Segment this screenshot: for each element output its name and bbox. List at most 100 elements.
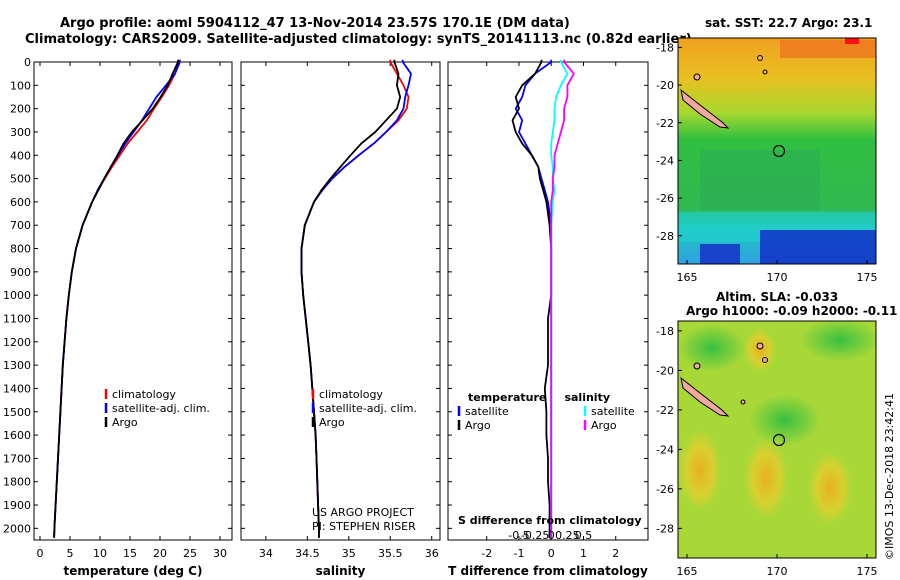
- sla-high-eddy: [808, 452, 852, 524]
- credit-project: US ARGO PROJECT: [312, 506, 414, 519]
- x-tick-label: 36: [425, 547, 439, 560]
- y-tick-label: 300: [10, 126, 31, 139]
- y-tick-label: 600: [10, 196, 31, 209]
- x-tick-label: 20: [153, 547, 167, 560]
- map-y-tick-label: -18: [656, 41, 674, 54]
- map-y-tick-label: -24: [656, 154, 674, 167]
- x-tick-label: 5: [67, 547, 74, 560]
- y-tick-label: 1800: [3, 476, 31, 489]
- y-tick-label: 1200: [3, 336, 31, 349]
- x-tick-label: 34: [259, 547, 273, 560]
- island: [693, 362, 701, 370]
- y-tick-label: 1300: [3, 359, 31, 372]
- legend-label: climatology: [319, 388, 383, 401]
- sla-low-eddy: [800, 321, 876, 362]
- s-tick-label: 0.25: [555, 529, 580, 542]
- map-y-tick-label: -22: [656, 117, 674, 130]
- x-tick-label: -2: [481, 547, 492, 560]
- sst-map-title: sat. SST: 22.7 Argo: 23.1: [705, 16, 872, 30]
- x-axis-label: T difference from climatology: [448, 564, 648, 578]
- map-y-tick-label: -28: [656, 522, 674, 535]
- sla-map-title: Altim. SLA: -0.033: [716, 290, 838, 304]
- map-y-tick-label: -26: [656, 192, 674, 205]
- map-y-tick-label: -28: [656, 230, 674, 243]
- x-tick-label: 30: [213, 547, 227, 560]
- series-argo: [53, 59, 179, 538]
- map-x-tick-label: 175: [857, 565, 878, 578]
- series-argo: [511, 59, 553, 538]
- map-x-tick-label: 170: [767, 271, 788, 284]
- sla-low-eddy: [749, 394, 821, 446]
- sst-map: sat. SST: 22.7 Argo: 23.1: [677, 16, 877, 265]
- series-argo: [550, 59, 575, 538]
- island: [762, 69, 768, 75]
- map-y-tick-label: -26: [656, 483, 674, 496]
- island: [740, 399, 746, 405]
- y-tick-label: 2000: [3, 522, 31, 535]
- legend-label: Argo: [465, 419, 491, 432]
- legend-title-salinity: salinity: [564, 391, 610, 404]
- y-tick-label: 500: [10, 173, 31, 186]
- x-tick-label: 10: [93, 547, 107, 560]
- sst-warm-patch: [780, 40, 876, 58]
- legend-label: satellite: [465, 405, 509, 418]
- y-tick-label: 1900: [3, 499, 31, 512]
- x-tick-label: 34.5: [295, 547, 320, 560]
- x-tick-label: 35: [342, 547, 356, 560]
- sst-hot-cell: [845, 38, 859, 44]
- sst-cool-tongue: [700, 150, 820, 210]
- legend-label: Argo: [112, 416, 138, 429]
- s-tick-label: 0: [548, 529, 555, 542]
- legend-label: satellite-adj. clim.: [319, 402, 417, 415]
- x-tick-label: 35.5: [378, 547, 403, 560]
- legend-label: satellite-adj. clim.: [112, 402, 210, 415]
- credit-pi: PI: STEPHEN RISER: [312, 520, 416, 533]
- map-x-tick-label: 165: [677, 271, 698, 284]
- series-argo: [300, 59, 402, 538]
- island: [756, 342, 764, 350]
- profile-charts: 0100200300400500600700800900100011001200…: [3, 56, 649, 578]
- sla-map-subtitle: Argo h1000: -0.09 h2000: -0.11: [686, 304, 897, 318]
- island: [757, 55, 763, 61]
- x-axis-label: salinity: [316, 564, 366, 578]
- x-tick-label: 1: [580, 547, 587, 560]
- y-tick-label: 0: [24, 56, 31, 69]
- map-y-tick-label: -20: [656, 364, 674, 377]
- new-caledonia-land: [680, 376, 730, 417]
- legend-label: Argo: [591, 419, 617, 432]
- map-y-tick-label: -20: [656, 79, 674, 92]
- x-tick-label: 0: [548, 547, 555, 560]
- profile-location-marker: [772, 144, 786, 158]
- y-tick-label: 1600: [3, 429, 31, 442]
- sla-high-eddy: [744, 328, 776, 372]
- panel-difference: -2 -1 0 1 2 T difference from climatology temp…: [447, 59, 649, 578]
- sla-low-eddy: [678, 324, 746, 372]
- y-tick-label: 1700: [3, 452, 31, 465]
- y-tick-label: 1500: [3, 406, 31, 419]
- map-x-tick-label: 175: [857, 271, 878, 284]
- island: [762, 357, 768, 363]
- map-y-tick-label: -18: [656, 325, 674, 338]
- y-tick-label: 1400: [3, 382, 31, 395]
- sst-cold-south: [760, 230, 876, 264]
- x-tick-label: 15: [123, 547, 137, 560]
- x-tick-label: 2: [612, 547, 619, 560]
- sst-cold-sw: [700, 244, 740, 264]
- legend-label: satellite: [591, 405, 635, 418]
- plot-frame: [240, 61, 441, 541]
- y-tick-label: 1100: [3, 312, 31, 325]
- s-tick-label: -0.25: [521, 529, 549, 542]
- map-y-tick-label: -22: [656, 404, 674, 417]
- header-line-1: Argo profile: aoml 5904112_47 13-Nov-201…: [60, 16, 570, 31]
- new-caledonia-land: [680, 88, 730, 129]
- profile-location-marker: [772, 433, 786, 447]
- s-tick-label: 0.5: [575, 529, 593, 542]
- map-y-tick-label: -24: [656, 443, 674, 456]
- y-tick-label: 400: [10, 149, 31, 162]
- island: [693, 73, 701, 81]
- sla-map: Altim. SLA: -0.033 Argo h1000: -0.09 h20…: [677, 290, 897, 559]
- y-tick-label: 900: [10, 266, 31, 279]
- y-tick-label: 800: [10, 243, 31, 256]
- x-tick-label: 25: [183, 547, 197, 560]
